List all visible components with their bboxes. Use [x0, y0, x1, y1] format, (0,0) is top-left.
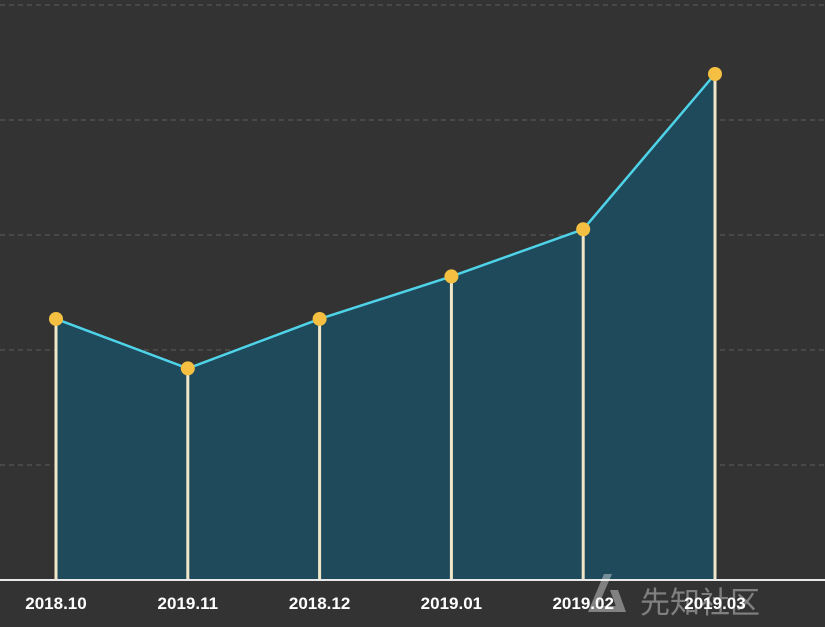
xianzhi-logo-icon [588, 574, 626, 612]
data-point [312, 311, 327, 326]
x-tick-label: 2019.03 [684, 594, 745, 613]
data-points [49, 67, 722, 376]
area-layer [56, 74, 715, 580]
drop-lines [54, 74, 717, 580]
x-tick-label: 2018.12 [289, 594, 350, 613]
watermark-text: 先知社区 [640, 586, 760, 621]
data-point [708, 67, 722, 81]
x-tick-label: 2019.02 [552, 594, 613, 613]
x-tick-label: 2018.10 [25, 594, 86, 613]
data-point [576, 222, 591, 237]
watermark: 先知社区 [588, 574, 760, 621]
data-point [49, 311, 63, 326]
series-line [55, 73, 716, 370]
x-tick-label: 2019.11 [158, 594, 219, 613]
series-line-layer [55, 73, 716, 370]
x-tick-label: 2019.01 [421, 594, 482, 613]
area-fill [56, 74, 715, 580]
data-point [444, 269, 459, 284]
data-point [180, 361, 195, 376]
x-tick-labels: 2018.10 2019.11 2018.12 2019.01 2019.02 2019.… [25, 594, 745, 613]
